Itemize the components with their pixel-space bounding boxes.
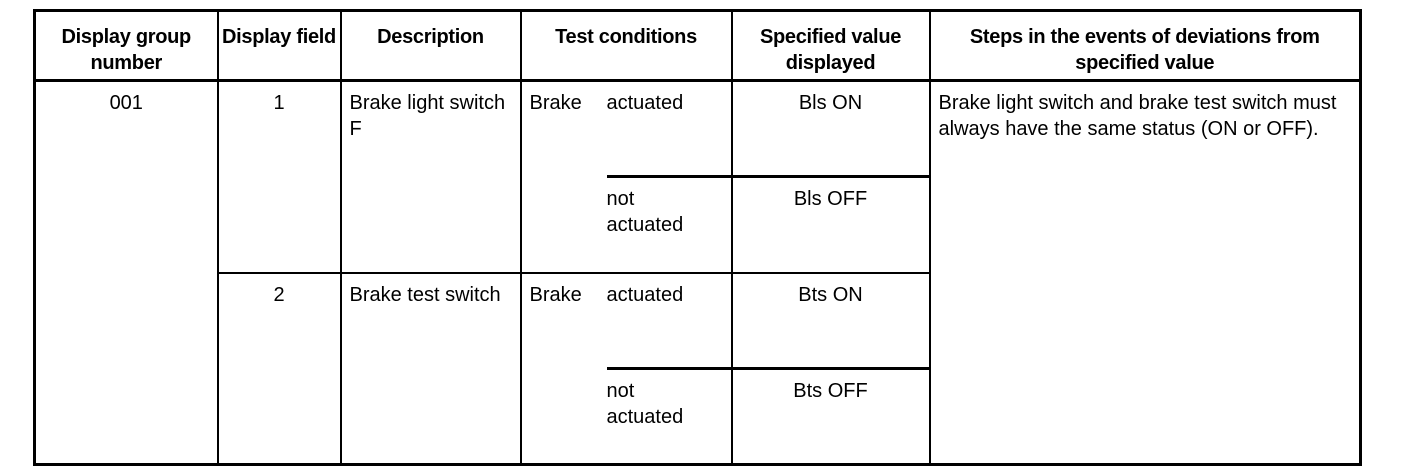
table-row: not actuated Bls OFF [35, 175, 1361, 274]
condition-cell: actuated [606, 79, 733, 178]
condition-cell: not actuated [606, 175, 733, 274]
condition-cell: actuated [606, 271, 733, 370]
specified-value-cell: Bls ON [730, 79, 931, 178]
component-cell: Brake [519, 79, 607, 274]
header-row: Display group number Display field Descr… [33, 9, 1362, 82]
specified-value-cell: Bls OFF [730, 175, 931, 274]
display-field: 1 [216, 79, 342, 274]
header-display-field: Display field [216, 9, 342, 82]
table-row: 001 1 Brake light switch F Brake actuate… [33, 79, 1362, 466]
display-field: 2 [216, 271, 342, 466]
header-specified-value: Specified value displayed [730, 9, 931, 82]
deviation-steps-cell: Brake light switch and brake test switch… [928, 79, 1362, 466]
header-description: Description [339, 9, 522, 82]
header-deviation-steps: Steps in the events of deviations from s… [928, 9, 1362, 82]
description-cell: Brake light switch F [339, 79, 522, 274]
header-display-group-number: Display group number [33, 9, 219, 82]
condition-cell: not actuated [606, 367, 733, 466]
measured-values-table: Display group number Display field Descr… [33, 9, 1362, 466]
header-test-conditions: Test conditions [519, 9, 733, 82]
display-group-number: 001 [33, 79, 219, 466]
component-cell: Brake [519, 271, 607, 466]
specified-value-cell: Bts OFF [730, 367, 931, 466]
specified-value-cell: Bts ON [730, 271, 931, 370]
table-row: 2 Brake test switch Brake actuated Bts O… [35, 271, 1361, 466]
description-cell: Brake test switch [339, 271, 522, 466]
